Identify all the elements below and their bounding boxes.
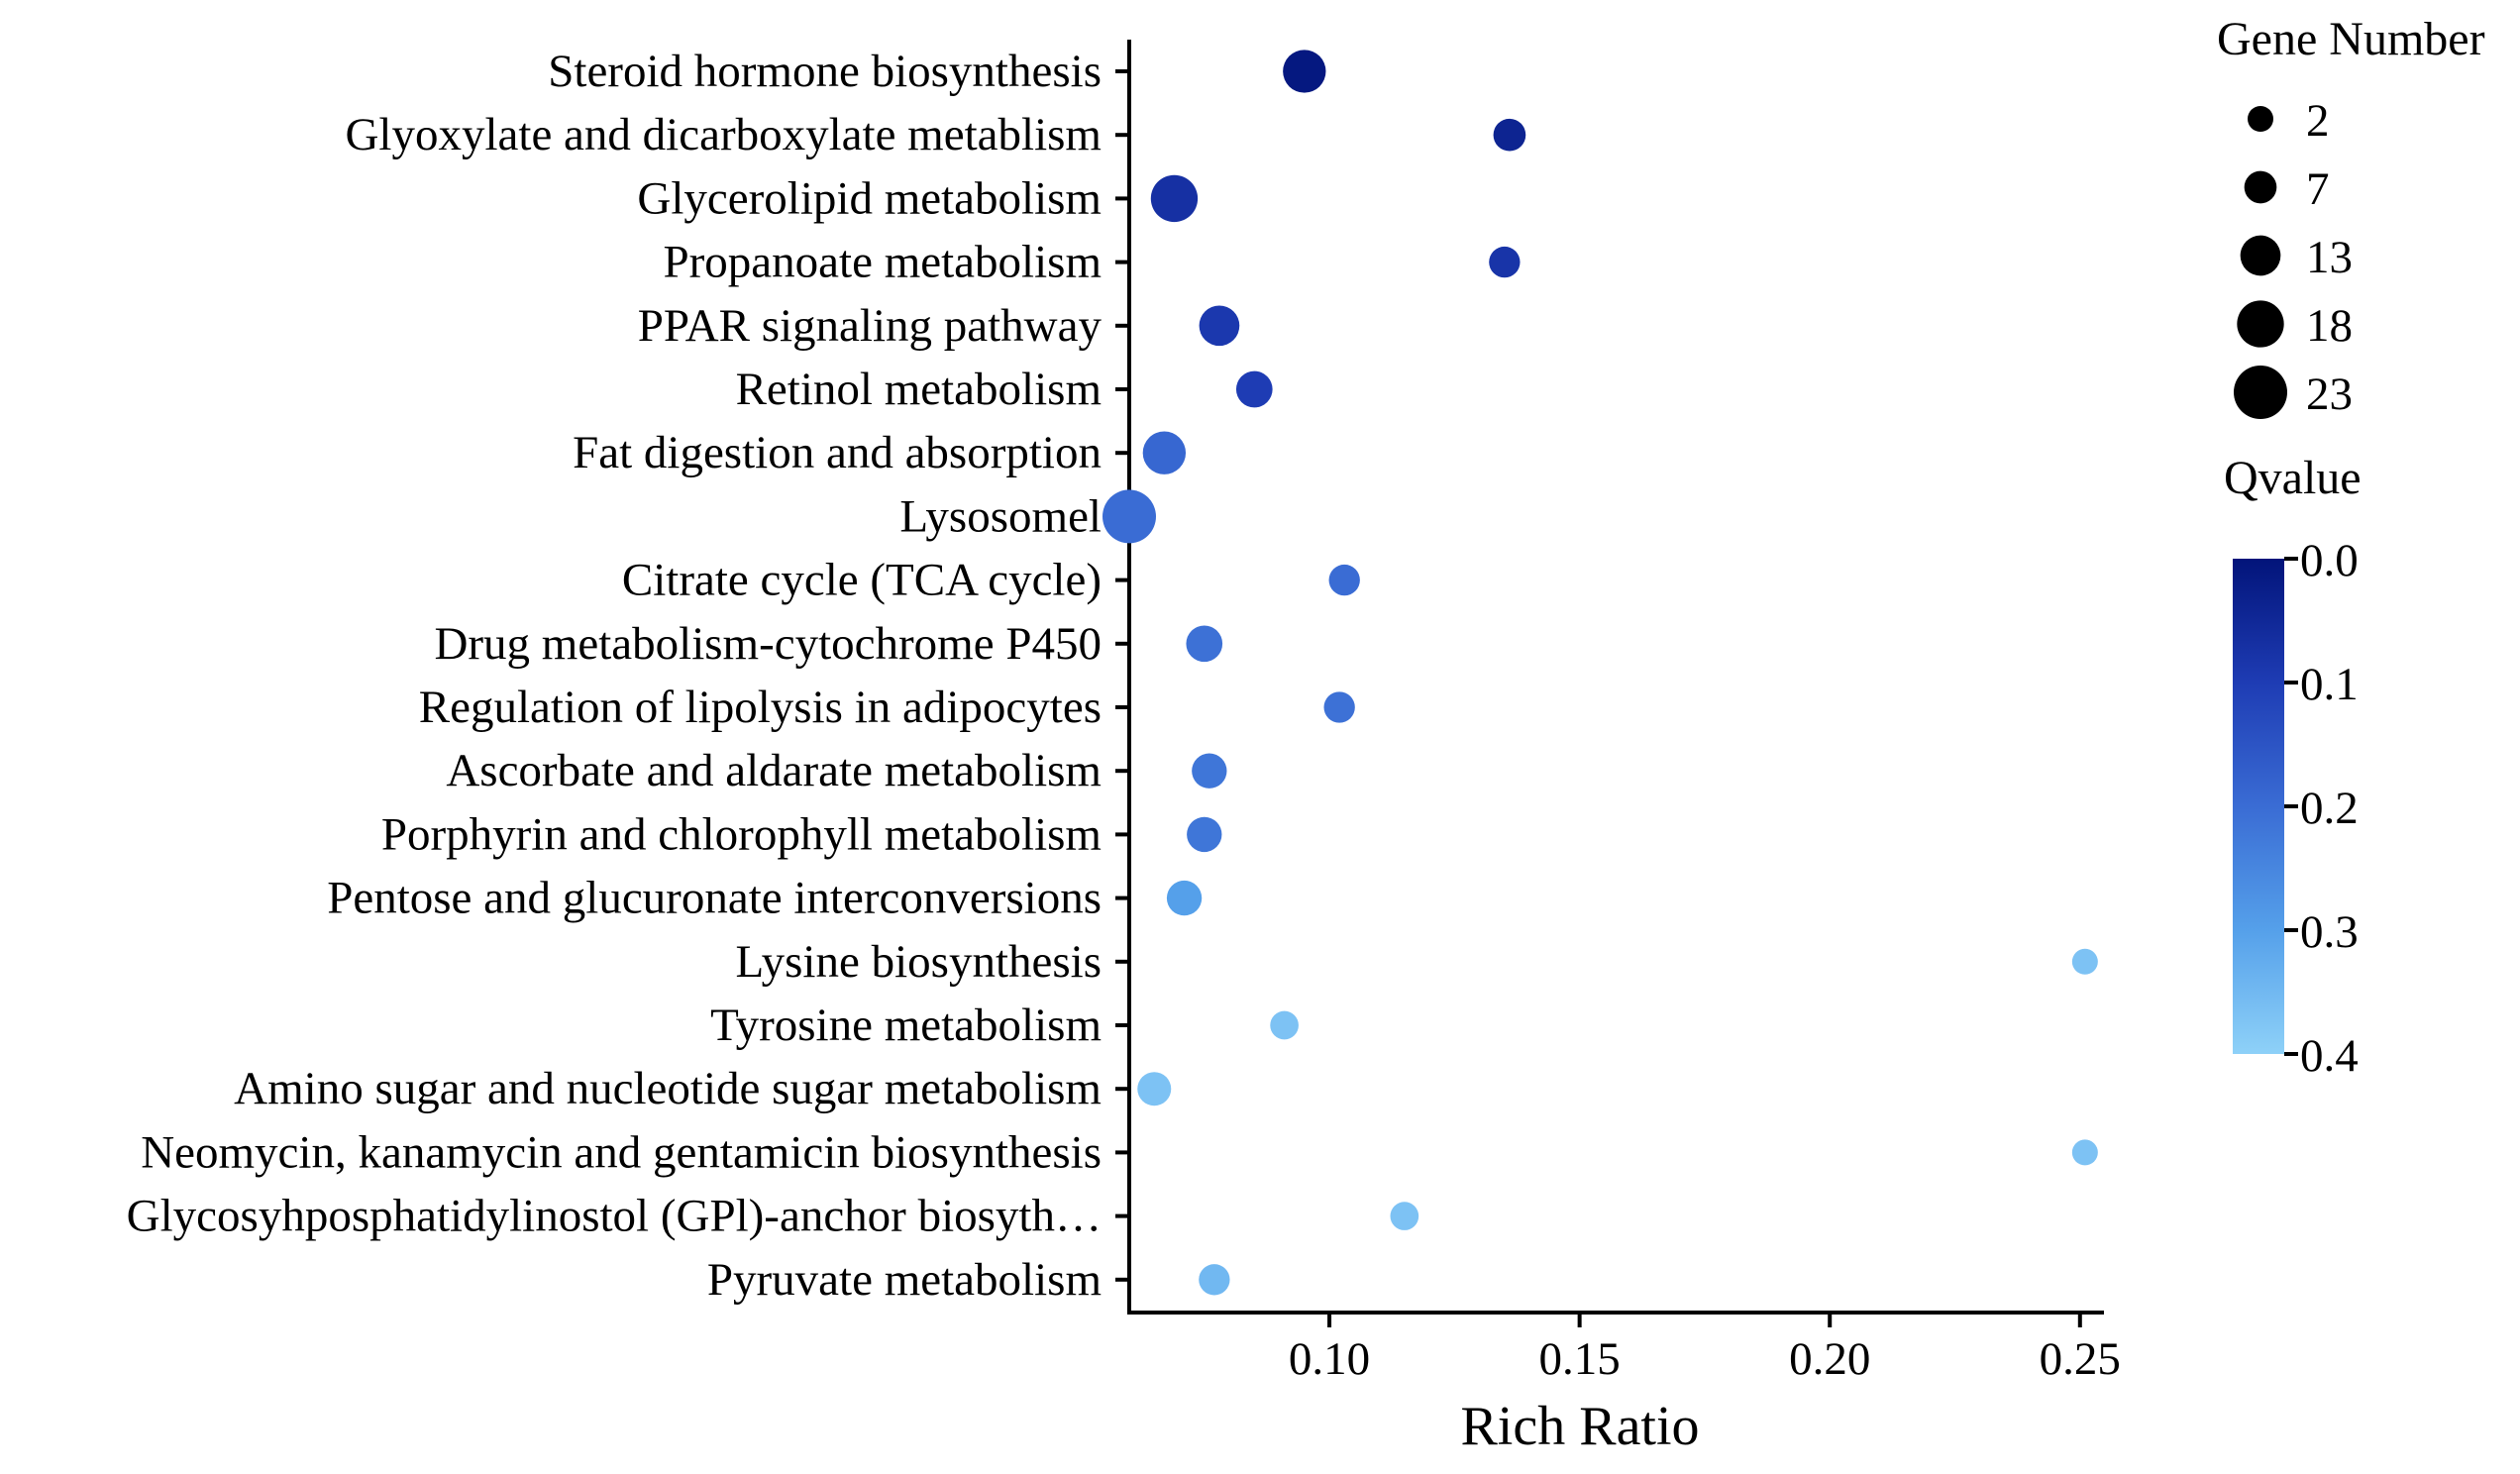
size-legend: 2 7 13 18 23 <box>2234 95 2353 420</box>
x-tick-label: 0.10 <box>1289 1333 1370 1385</box>
colorbar-tick-label: 0.2 <box>2300 783 2359 834</box>
size-legend-circle <box>2240 235 2281 276</box>
size-legend-circle <box>2248 106 2273 132</box>
category-label: Lysine biosynthesis <box>736 936 1102 988</box>
size-legend-circle <box>2244 170 2277 204</box>
category-label: Propanoate metabolism <box>664 237 1102 288</box>
size-legend-circle <box>2237 300 2284 348</box>
qvalue-colorbar <box>2233 559 2284 1054</box>
category-label: Glycerolipid metabolism <box>637 172 1102 224</box>
category-label: Steroid hormone biosynthesis <box>548 46 1102 97</box>
size-legend-label: 18 <box>2306 300 2353 352</box>
category-label: Pyruvate metabolism <box>707 1254 1102 1306</box>
bubble-point <box>1102 489 1156 544</box>
y-ticks <box>1115 69 1129 1282</box>
bubble-point <box>1199 1264 1230 1296</box>
category-label: Ascorbate and aldarate metabolism <box>446 745 1102 796</box>
colorbar-tick-label: 0.3 <box>2300 906 2359 958</box>
x-tick-label: 0.25 <box>2040 1333 2121 1385</box>
bubble-point <box>2071 948 2098 975</box>
colorbar-tick-label: 0.1 <box>2300 659 2359 710</box>
category-label: Neomycin, kanamycin and gentamicin biosy… <box>141 1126 1102 1178</box>
x-axis-title: Rich Ratio <box>1460 1396 1699 1457</box>
category-label: Amino sugar and nucleotide sugar metabol… <box>234 1063 1102 1114</box>
size-legend-circle <box>2234 366 2287 419</box>
category-label: Fat digestion and absorption <box>573 427 1102 478</box>
bubble-point <box>2071 1139 2098 1166</box>
bubble-point <box>1187 816 1222 853</box>
category-label: Regulation of lipolysis in adipocytes <box>419 682 1102 733</box>
bubble-point <box>1142 431 1187 474</box>
category-label: Drug metabolism-cytochrome P450 <box>434 618 1102 670</box>
color-legend-title: Qvalue <box>2224 452 2362 504</box>
category-label: Citrate cycle (TCA cycle) <box>622 555 1102 606</box>
bubble-point <box>1235 370 1273 408</box>
category-label: Pentose and glucuronate interconversions <box>327 873 1102 924</box>
x-tick-label: 0.15 <box>1539 1333 1621 1385</box>
size-legend-label: 2 <box>2306 95 2330 147</box>
bubble-point <box>1489 246 1521 278</box>
bubble-point <box>1166 880 1203 916</box>
size-legend-label: 13 <box>2306 232 2353 283</box>
bubble-point <box>1390 1202 1419 1230</box>
bubble-point <box>1283 50 1326 93</box>
category-label: Glycosyhposphatidylinostol (GPl)-anchor … <box>127 1191 1102 1242</box>
bubble-point <box>1328 564 1360 596</box>
size-legend-label: 7 <box>2306 163 2330 215</box>
category-label: Porphyrin and chlorophyll metabolism <box>381 808 1102 860</box>
bubble-point <box>1493 118 1526 152</box>
y-category-labels: Steroid hormone biosynthesis Glyoxylate a… <box>127 46 1102 1306</box>
category-label: PPAR signaling pathway <box>638 300 1102 352</box>
bubble-point <box>1192 753 1227 789</box>
size-legend-title: Gene Number <box>2217 13 2485 65</box>
bubble-point <box>1199 305 1240 347</box>
x-tick-label: 0.20 <box>1789 1333 1870 1385</box>
bubble-point <box>1270 1010 1299 1040</box>
color-legend-ticks: 0.0 0.1 0.2 0.3 0.4 <box>2284 535 2359 1082</box>
colorbar-tick-label: 0.4 <box>2300 1030 2359 1082</box>
bubble-point <box>1323 691 1355 723</box>
bubble-point <box>1137 1072 1172 1106</box>
category-label: Glyoxylate and dicarboxylate metablism <box>345 109 1102 160</box>
size-legend-label: 23 <box>2306 368 2353 420</box>
category-label: Lysosomel <box>899 490 1102 542</box>
x-ticks <box>1327 1313 2082 1327</box>
bubbles <box>1102 50 2098 1296</box>
category-label: Retinol metabolism <box>736 364 1102 415</box>
category-label: Tyrosine metabolism <box>710 1000 1102 1051</box>
bubble-point <box>1150 174 1199 223</box>
bubble-point <box>1186 625 1223 663</box>
x-tick-labels: 0.10 0.15 0.20 0.25 <box>1289 1333 2121 1385</box>
colorbar-tick-label: 0.0 <box>2300 535 2359 586</box>
